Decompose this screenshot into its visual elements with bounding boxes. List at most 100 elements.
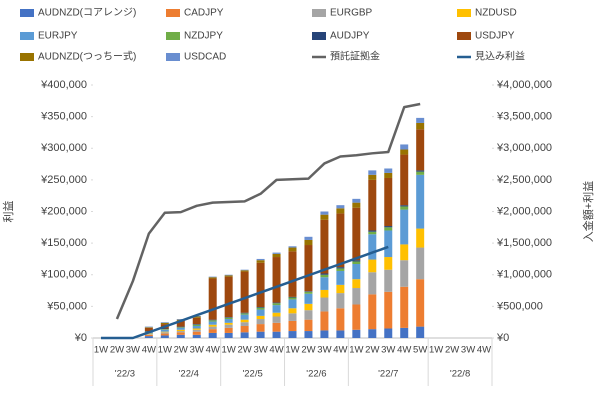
bar-segment: [416, 171, 425, 175]
bar-segment: [352, 263, 361, 280]
bar-segment: [304, 291, 313, 292]
bar-segment: [160, 329, 169, 332]
bar-segment: [224, 324, 233, 328]
bar-segment: [288, 308, 297, 314]
bar-segment: [176, 327, 185, 328]
bar-segment: [144, 327, 153, 332]
bar-segment: [336, 267, 345, 269]
x-tick-label: 2W: [237, 345, 251, 356]
y2-tick-label: ¥3,000,000: [496, 142, 552, 154]
bar-segment: [352, 329, 361, 338]
bar-segment: [368, 272, 377, 295]
bar-segment: [304, 310, 313, 320]
bar-segment: [256, 307, 265, 310]
bar-segment: [384, 230, 393, 258]
bar-segment: [304, 331, 313, 338]
bar-segment: [144, 326, 153, 328]
x-group-label: '22/5: [242, 369, 262, 380]
x-tick-label: 2W: [301, 345, 315, 356]
bar-segment: [224, 275, 233, 277]
bar-segment: [336, 205, 345, 209]
x-tick-label: 4W: [397, 345, 411, 356]
bar-segment: [336, 268, 345, 271]
x-group-label: '22/6: [306, 369, 326, 380]
bar-segment: [208, 320, 217, 322]
bar-segment: [352, 261, 361, 264]
bar-segment: [240, 314, 249, 320]
bar-segment: [160, 335, 169, 338]
x-tick-label: 3W: [381, 345, 395, 356]
bar-segment: [240, 271, 249, 313]
bar-segment: [400, 154, 409, 206]
bar-segment: [192, 324, 201, 326]
legend-label: AUDJPY: [330, 31, 370, 42]
bar-segment: [304, 239, 313, 246]
bar-segment: [304, 319, 313, 332]
bar-segment: [160, 332, 169, 334]
bar-segment: [288, 246, 297, 248]
bar-segment: [320, 297, 329, 312]
bar-segment: [240, 269, 249, 271]
bar-segment: [272, 253, 281, 258]
bar-segment: [144, 327, 153, 328]
bar-segment: [416, 279, 425, 327]
x-tick-label: 5W: [413, 345, 427, 356]
bar-segment: [256, 331, 265, 338]
x-tick-label: 1W: [349, 345, 363, 356]
bar-segment: [416, 170, 425, 172]
bar-segment: [144, 333, 153, 335]
bar-segment: [400, 327, 409, 338]
bar-segment: [288, 320, 297, 332]
x-group-label: '22/7: [378, 369, 398, 380]
x-tick-label: 4W: [269, 345, 283, 356]
legend-label: EURJPY: [38, 31, 78, 42]
x-tick-label: 3W: [461, 345, 475, 356]
bar-segment: [192, 328, 201, 330]
x-tick-label: 4W: [333, 345, 347, 356]
bar-segment: [416, 228, 425, 248]
legend-swatch: [20, 32, 34, 40]
bar-segment: [320, 330, 329, 338]
bar-segment: [240, 332, 249, 338]
bar-segment: [192, 324, 201, 325]
bar-segment: [192, 317, 201, 325]
bar-segment: [272, 305, 281, 313]
bar-segment: [208, 276, 217, 278]
bar-segment: [320, 214, 329, 220]
y2-tick-label: ¥0: [496, 332, 509, 344]
bar-segment: [368, 230, 377, 232]
x-tick-label: 2W: [174, 345, 188, 356]
bar-segment: [272, 303, 281, 306]
bar-segment: [176, 334, 185, 338]
y-tick-label: ¥100,000: [40, 269, 87, 281]
bar-segment: [400, 260, 409, 287]
legend-label: NZDJPY: [184, 31, 223, 42]
bar-segment: [368, 174, 377, 180]
bar-segment: [416, 129, 425, 171]
y-tick-label: ¥50,000: [46, 300, 87, 312]
x-tick-label: 4W: [477, 345, 491, 356]
bar-segment: [416, 326, 425, 338]
x-tick-label: 2W: [365, 345, 379, 356]
x-tick-label: 3W: [126, 345, 140, 356]
x-group-label: '22/3: [115, 369, 135, 380]
bar-segment: [400, 244, 409, 261]
bar-segment: [384, 177, 393, 227]
bar-segment: [368, 231, 377, 235]
bar-segment: [256, 307, 265, 308]
bar-segment: [368, 179, 377, 231]
legend-swatch: [20, 9, 34, 17]
bar-segment: [192, 329, 201, 332]
bar-segment: [192, 331, 201, 335]
y-tick-label: ¥300,000: [40, 142, 87, 154]
y-tick-label: ¥200,000: [40, 205, 87, 217]
bar-segment: [160, 331, 169, 333]
bar-segment: [272, 322, 281, 332]
bar-segment: [384, 226, 393, 228]
bar-segment: [368, 294, 377, 330]
bar-segment: [160, 328, 169, 330]
bar-segment: [352, 279, 361, 289]
bar-segment: [368, 234, 377, 260]
bar-segment: [304, 291, 313, 294]
